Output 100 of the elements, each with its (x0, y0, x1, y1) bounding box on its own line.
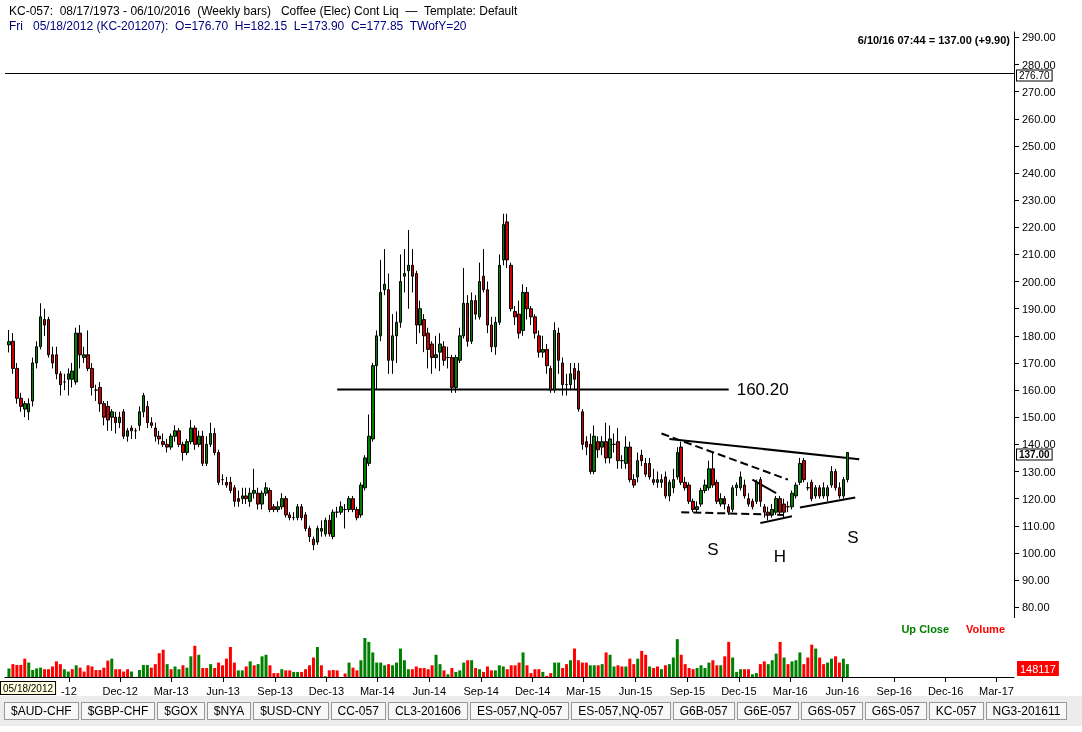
bar (367, 641, 371, 677)
candlestick (284, 495, 288, 519)
bar (292, 671, 296, 677)
bar (719, 665, 723, 677)
bar (525, 665, 529, 677)
annotation: 6/10/16 07:44 = 137.00 (+9.90) (857, 33, 1011, 46)
bar (628, 658, 632, 677)
bar (450, 668, 454, 677)
y-tick-label: 190.00 (1022, 302, 1056, 315)
y-tick-label: 150.00 (1022, 411, 1056, 424)
candlestick (664, 471, 667, 500)
bar (470, 660, 474, 677)
candlestick (225, 476, 228, 489)
bar (652, 668, 656, 677)
annotation: H (773, 546, 787, 566)
bar (454, 671, 458, 677)
bar (758, 664, 762, 677)
bar (818, 657, 822, 677)
x-tick-label: Jun-15 (618, 684, 653, 697)
bar (663, 665, 667, 677)
candlestick (67, 367, 70, 397)
bar (177, 669, 181, 677)
text: $USD-CNY (253, 702, 329, 720)
bar (679, 654, 683, 677)
candlestick (244, 487, 248, 505)
bar (743, 669, 747, 677)
bar (474, 668, 478, 677)
bar (236, 670, 240, 677)
candlestick (521, 283, 525, 337)
bar (833, 656, 837, 677)
bar (98, 669, 102, 677)
bar (122, 671, 126, 677)
bar (418, 668, 422, 677)
candlestick (505, 213, 509, 269)
y-tick-label: 290.00 (1022, 31, 1056, 44)
candlestick (652, 468, 655, 486)
bar (466, 660, 470, 677)
text: $GOX (157, 702, 205, 720)
bar (7, 668, 11, 677)
bar (766, 664, 770, 677)
bar (276, 673, 280, 677)
y-tick-label: 200.00 (1022, 275, 1056, 288)
bar (244, 666, 248, 677)
candlestick (592, 424, 596, 475)
bar (23, 658, 27, 677)
candlestick (165, 438, 169, 454)
bar (410, 669, 414, 677)
y-tick-label: 280.00 (1022, 58, 1056, 71)
candlestick (723, 495, 726, 510)
bar (106, 660, 110, 677)
text: ES-057,NQ-057 (469, 702, 570, 720)
bar (62, 669, 66, 677)
ref-line-label: 276.70 (1019, 70, 1051, 82)
bar (391, 665, 395, 677)
bar (137, 669, 141, 677)
bar (675, 639, 679, 677)
text: G6B-057 (672, 702, 735, 720)
candlestick (114, 411, 117, 435)
bar (687, 668, 691, 677)
y-tick-label: 210.00 (1022, 248, 1056, 261)
bar (161, 649, 165, 677)
bar (280, 669, 284, 677)
bar (319, 665, 323, 677)
candlestick (608, 424, 612, 464)
candlestick (63, 373, 66, 391)
bar (497, 665, 501, 677)
bar (731, 657, 735, 677)
bar (569, 660, 573, 677)
bar (659, 669, 663, 677)
candlestick (407, 229, 410, 310)
candlestick (676, 446, 679, 481)
y-tick-label: 160.00 (1022, 384, 1056, 397)
candlestick (802, 457, 806, 483)
bar (205, 668, 209, 677)
text: Volume (966, 622, 1006, 635)
bar (778, 641, 782, 677)
bar (478, 669, 482, 677)
candlestick (616, 427, 620, 470)
bar (572, 648, 576, 677)
text: G6S-057 (800, 702, 863, 720)
bar (782, 657, 786, 677)
bar (110, 658, 114, 677)
bar (169, 669, 173, 677)
x-tick-label: Sep-14 (463, 684, 499, 697)
bar (268, 665, 272, 677)
bar (636, 658, 640, 677)
bar (398, 648, 402, 677)
x-tick-label: Dec-13 (308, 684, 345, 697)
x-tick-label: Dec-15 (721, 684, 757, 697)
bar (414, 666, 418, 677)
bar (288, 670, 292, 677)
candlestick (648, 457, 651, 481)
bar (509, 665, 513, 677)
bar (624, 666, 628, 677)
bar (70, 669, 74, 677)
candlestick (241, 487, 244, 505)
bar (189, 656, 193, 677)
y-tick-label: 100.00 (1022, 546, 1056, 559)
y-tick-label: 110.00 (1022, 519, 1055, 532)
candlestick (331, 508, 335, 540)
